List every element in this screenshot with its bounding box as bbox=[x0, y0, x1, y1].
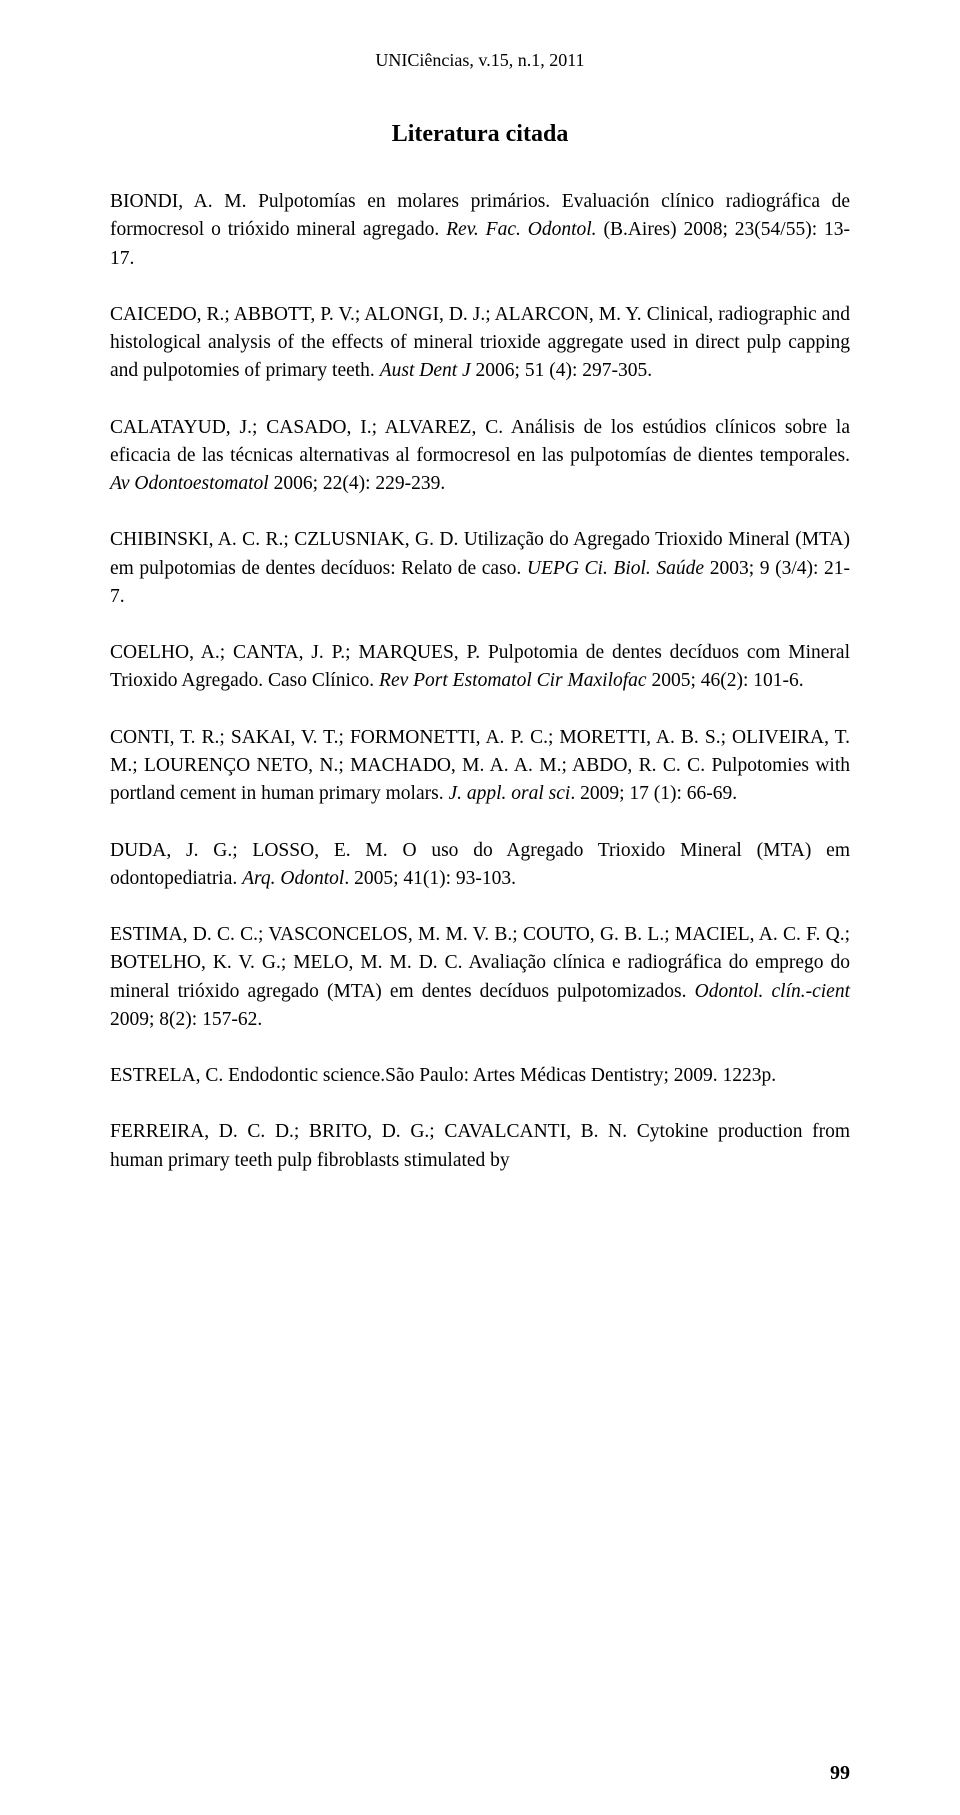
reference-authors: CAICEDO, R.; ABBOTT, P. V.; ALONGI, D. J… bbox=[110, 304, 642, 325]
reference-title: Endodontic science. bbox=[228, 1065, 385, 1086]
reference-rest: . 2005; 41(1): 93-103. bbox=[344, 868, 516, 889]
reference-item: COELHO, A.; CANTA, J. P.; MARQUES, P. Pu… bbox=[110, 639, 850, 696]
reference-rest: São Paulo: Artes Médicas Dentistry; 2009… bbox=[385, 1065, 776, 1086]
reference-journal: Aust Dent J bbox=[380, 360, 471, 381]
reference-authors: COELHO, A.; CANTA, J. P.; MARQUES, P. bbox=[110, 642, 480, 663]
reference-item: CAICEDO, R.; ABBOTT, P. V.; ALONGI, D. J… bbox=[110, 301, 850, 386]
reference-item: DUDA, J. G.; LOSSO, E. M. O uso do Agreg… bbox=[110, 837, 850, 894]
page-container: UNICiências, v.15, n.1, 2011 Literatura … bbox=[0, 0, 960, 1815]
reference-authors: DUDA, J. G.; LOSSO, E. M. bbox=[110, 840, 388, 861]
references-list: BIONDI, A. M. Pulpotomías en molares pri… bbox=[110, 188, 850, 1175]
reference-item: CONTI, T. R.; SAKAI, V. T.; FORMONETTI, … bbox=[110, 724, 850, 809]
section-title: Literatura citada bbox=[110, 121, 850, 148]
reference-authors: BIONDI, A. M. bbox=[110, 191, 246, 212]
reference-rest: 2006; 22(4): 229-239. bbox=[269, 473, 446, 494]
reference-item: ESTIMA, D. C. C.; VASCONCELOS, M. M. V. … bbox=[110, 921, 850, 1034]
reference-journal: Av Odontoestomatol bbox=[110, 473, 269, 494]
reference-item: ESTRELA, C. Endodontic science.São Paulo… bbox=[110, 1062, 850, 1090]
reference-journal: Arq. Odontol bbox=[242, 868, 344, 889]
reference-journal: Odontol. clín.-cient bbox=[695, 981, 850, 1002]
reference-rest: . 2009; 17 (1): 66-69. bbox=[570, 783, 737, 804]
reference-journal: J. appl. oral sci bbox=[448, 783, 570, 804]
reference-item: BIONDI, A. M. Pulpotomías en molares pri… bbox=[110, 188, 850, 273]
reference-rest: 2005; 46(2): 101-6. bbox=[647, 670, 804, 691]
reference-rest: 2009; 8(2): 157-62. bbox=[110, 1009, 262, 1030]
running-header: UNICiências, v.15, n.1, 2011 bbox=[110, 50, 850, 71]
reference-rest: 2006; 51 (4): 297-305. bbox=[471, 360, 652, 381]
reference-authors: CALATAYUD, J.; CASADO, I.; ALVAREZ, C. bbox=[110, 417, 503, 438]
reference-journal: UEPG Ci. Biol. Saúde bbox=[527, 558, 704, 579]
reference-item: FERREIRA, D. C. D.; BRITO, D. G.; CAVALC… bbox=[110, 1118, 850, 1175]
reference-authors: CHIBINSKI, A. C. R.; CZLUSNIAK, G. D. bbox=[110, 529, 458, 550]
reference-journal: Rev Port Estomatol Cir Maxilofac bbox=[379, 670, 647, 691]
reference-item: CHIBINSKI, A. C. R.; CZLUSNIAK, G. D. Ut… bbox=[110, 526, 850, 611]
reference-item: CALATAYUD, J.; CASADO, I.; ALVAREZ, C. A… bbox=[110, 414, 850, 499]
reference-authors: FERREIRA, D. C. D.; BRITO, D. G.; CAVALC… bbox=[110, 1121, 627, 1142]
reference-journal: Rev. Fac. Odontol. bbox=[446, 219, 596, 240]
page-number: 99 bbox=[830, 1762, 850, 1785]
reference-authors: ESTRELA, C. bbox=[110, 1065, 223, 1086]
